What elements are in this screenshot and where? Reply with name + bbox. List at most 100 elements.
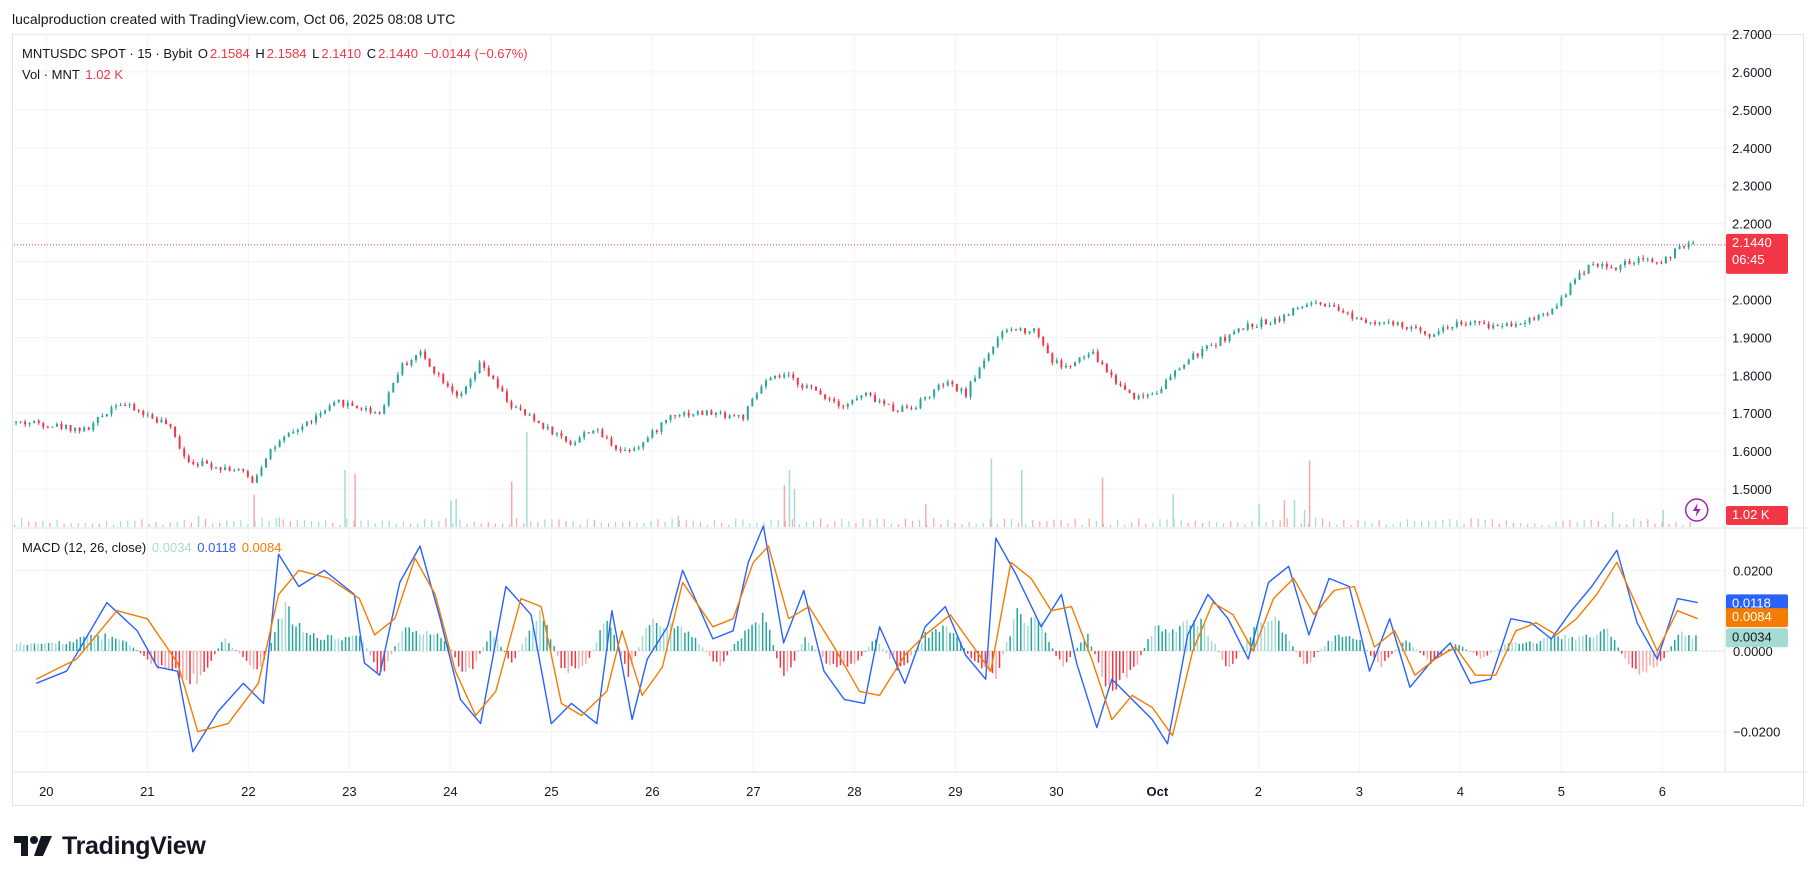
signal-line — [35, 545, 1698, 737]
macd-histogram-bar — [1019, 614, 1022, 651]
candle-body — [1164, 380, 1167, 390]
candle-body — [128, 404, 131, 406]
macd-histogram-bar — [740, 638, 743, 651]
volume-bar — [990, 458, 993, 527]
volume-bar — [253, 494, 255, 527]
macd-histogram-bar — [620, 651, 623, 657]
tradingview-logo[interactable]: TradingView — [14, 832, 206, 861]
macd-histogram-bar — [450, 650, 453, 651]
volume-bar — [508, 524, 511, 527]
candle-body — [1560, 297, 1563, 306]
volume-bar — [1548, 524, 1550, 527]
macd-histogram-bar — [86, 636, 89, 651]
macd-histogram-bar — [1133, 651, 1135, 667]
macd-histogram-bar — [1341, 636, 1344, 651]
macd-histogram-bar — [1642, 651, 1644, 672]
volume-badge — [1726, 506, 1788, 525]
macd-histogram-bar — [769, 629, 771, 651]
macd-histogram-bar — [758, 624, 760, 651]
volume-bar — [783, 485, 786, 527]
candle-body — [437, 373, 440, 375]
macd-histogram-bar — [1408, 642, 1411, 651]
macd-histogram-bar — [19, 642, 22, 651]
macd-histogram-bar — [1267, 621, 1269, 651]
volume-bar — [459, 519, 461, 527]
candle-body — [378, 412, 381, 414]
macd-histogram-bar — [277, 619, 280, 651]
volume-bar — [1201, 523, 1204, 527]
macd-histogram-bar — [408, 627, 410, 651]
candle-body — [92, 423, 95, 430]
candle-body — [683, 412, 686, 416]
volume-bar — [1308, 460, 1311, 527]
macd-histogram-bar — [312, 633, 315, 651]
candle-body — [1351, 312, 1354, 319]
macd-histogram-bar — [726, 651, 729, 656]
candle-body — [910, 407, 913, 409]
macd-histogram-bar — [1652, 651, 1655, 668]
macd-histogram-bar — [1306, 651, 1308, 664]
macd-histogram-bar — [334, 639, 336, 651]
volume-bar — [1392, 524, 1394, 527]
volume-bar — [1172, 494, 1175, 527]
candle-body — [228, 467, 231, 471]
candle-body — [746, 406, 749, 420]
macd-histogram-bar — [1270, 620, 1273, 651]
macd-histogram-bar — [115, 638, 117, 651]
price-axis-tick-label: 1.7000 — [1732, 406, 1772, 421]
candle-body — [1637, 258, 1640, 263]
low-label: L — [312, 46, 320, 61]
candle-body — [1201, 348, 1204, 357]
macd-histogram-bar — [136, 650, 138, 651]
macd-histogram-bar — [419, 634, 421, 651]
candle-body — [937, 384, 940, 390]
candle-body — [205, 460, 208, 464]
macd-histogram-bar — [1172, 629, 1174, 651]
candle-body — [215, 467, 218, 469]
candle-body — [1437, 331, 1440, 335]
volume-label[interactable]: Vol · MNT — [22, 67, 80, 82]
macd-histogram-bar — [1613, 640, 1616, 651]
candle-body — [951, 381, 954, 385]
macd-histogram-bar — [129, 645, 131, 651]
macd-histogram-bar — [553, 646, 555, 651]
candle-body — [1514, 324, 1517, 327]
macd-histogram-bar — [1097, 651, 1100, 663]
volume-bar — [1010, 519, 1013, 527]
macd-histogram-bar — [1101, 651, 1103, 677]
macd-histogram-bar — [1359, 639, 1361, 651]
volume-bar — [1194, 520, 1196, 527]
high-label: H — [255, 46, 265, 61]
volume-bar — [657, 519, 659, 527]
macd-histogram-bar — [1366, 650, 1368, 652]
macd-histogram-bar — [1313, 651, 1315, 658]
macd-histogram-bar — [853, 651, 856, 665]
candle-body — [428, 358, 431, 367]
volume-bar — [1208, 520, 1211, 527]
symbol-label[interactable]: MNTUSDC SPOT · 15 · Bybit — [22, 46, 193, 61]
macd-histogram-bar — [1309, 651, 1312, 663]
macd-histogram-bar — [1419, 651, 1421, 653]
candle-body — [1310, 303, 1313, 305]
macd-histogram-bar — [1122, 651, 1125, 674]
candle-body — [96, 416, 99, 424]
macd-histogram-bar — [829, 651, 831, 666]
time-axis-tick-label: 21 — [140, 784, 154, 799]
macd-histogram-bar — [182, 651, 184, 678]
candle-body — [1224, 336, 1227, 341]
macd-histogram-bar — [857, 651, 859, 661]
macd-histogram-bar — [638, 647, 640, 651]
volume-bar — [1611, 511, 1614, 527]
candle-body — [24, 421, 27, 425]
candle-body — [55, 423, 58, 427]
macd-histogram-bar — [1649, 651, 1651, 666]
candle-body — [1251, 323, 1254, 328]
candle-body — [1378, 322, 1381, 325]
volume-bar — [1378, 520, 1380, 527]
macd-title[interactable]: MACD (12, 26, close) — [22, 540, 147, 555]
candle-body — [1296, 308, 1299, 310]
macd-histogram-bar — [1012, 619, 1015, 651]
volume-bar — [558, 519, 560, 527]
candle-body — [646, 437, 649, 443]
